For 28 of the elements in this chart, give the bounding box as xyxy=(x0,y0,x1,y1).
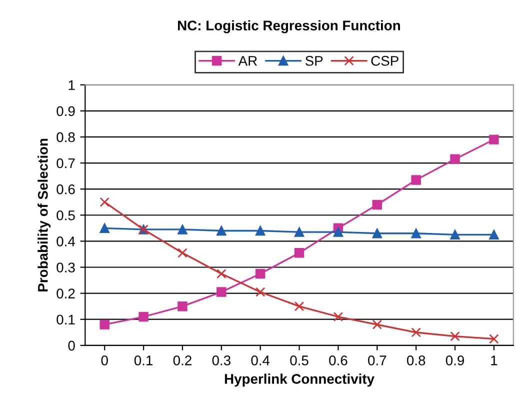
chart-title: NC: Logistic Regression Function xyxy=(178,20,400,34)
legend-label: SP xyxy=(305,56,323,66)
y-tick-label: 0.9 xyxy=(56,106,75,116)
y-tick-label: 0 xyxy=(68,340,75,351)
y-tick-label: 1 xyxy=(68,80,75,90)
y-tick-label: 0.7 xyxy=(56,158,75,168)
x-tick-label: 0.4 xyxy=(251,356,270,366)
y-tick-label: 0.3 xyxy=(56,262,75,272)
y-tick-label: 0.8 xyxy=(56,132,75,142)
legend-label: CSP xyxy=(371,56,398,66)
y-axis-title: Probability of Selection xyxy=(38,138,51,292)
x-tick-label: 0.9 xyxy=(446,356,464,366)
y-tick-label: 0.2 xyxy=(56,288,75,298)
x-tick-label: 1 xyxy=(491,356,498,366)
x-tick-label: 0 xyxy=(101,356,108,366)
x-tick-label: 0.2 xyxy=(173,356,192,366)
y-tick-label: 0.4 xyxy=(56,236,76,246)
x-tick-label: 0.1 xyxy=(134,356,153,366)
x-tick-label: 0.6 xyxy=(329,356,348,366)
x-axis-title: Hyperlink Connectivity xyxy=(224,374,374,387)
x-tick-label: 0.5 xyxy=(290,356,308,366)
y-tick-label: 0.1 xyxy=(56,314,75,325)
y-tick-label: 0.6 xyxy=(56,184,75,194)
x-tick-label: 0.3 xyxy=(212,356,230,366)
x-tick-label: 0.8 xyxy=(406,356,426,366)
y-tick-label: 0.5 xyxy=(56,210,75,220)
legend-label: AR xyxy=(238,56,257,66)
x-tick-label: 0.7 xyxy=(368,356,386,366)
